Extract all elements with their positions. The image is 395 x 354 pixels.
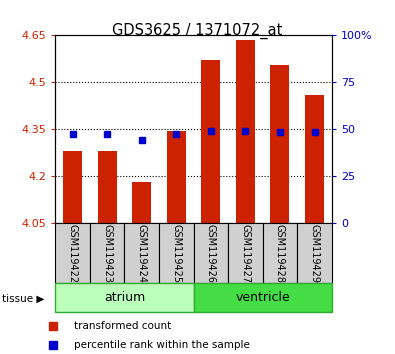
Text: GSM119429: GSM119429 bbox=[310, 224, 320, 282]
Bar bbox=[305, 95, 324, 223]
Text: atrium: atrium bbox=[104, 291, 145, 304]
Bar bbox=[194, 223, 228, 283]
Bar bbox=[159, 223, 194, 283]
Bar bbox=[236, 40, 255, 223]
Bar bbox=[98, 151, 117, 223]
Text: GSM119423: GSM119423 bbox=[102, 224, 112, 282]
Text: GSM119427: GSM119427 bbox=[241, 223, 250, 283]
Text: GDS3625 / 1371072_at: GDS3625 / 1371072_at bbox=[112, 23, 283, 39]
Bar bbox=[55, 223, 90, 283]
Bar bbox=[201, 61, 220, 223]
Text: GSM119422: GSM119422 bbox=[68, 223, 77, 283]
Bar bbox=[63, 151, 82, 223]
Text: transformed count: transformed count bbox=[74, 321, 171, 331]
Text: GSM119428: GSM119428 bbox=[275, 224, 285, 282]
Bar bbox=[271, 65, 290, 223]
Bar bbox=[228, 223, 263, 283]
Bar bbox=[194, 283, 332, 312]
Bar bbox=[90, 223, 124, 283]
Text: ventricle: ventricle bbox=[235, 291, 290, 304]
Text: GSM119424: GSM119424 bbox=[137, 224, 147, 282]
Bar bbox=[124, 223, 159, 283]
Bar bbox=[55, 283, 194, 312]
Text: percentile rank within the sample: percentile rank within the sample bbox=[74, 341, 250, 350]
Bar bbox=[263, 223, 297, 283]
Text: GSM119425: GSM119425 bbox=[171, 223, 181, 283]
Text: GSM119426: GSM119426 bbox=[206, 224, 216, 282]
Bar bbox=[167, 131, 186, 223]
Text: tissue ▶: tissue ▶ bbox=[2, 294, 44, 304]
Bar bbox=[132, 182, 151, 223]
Bar bbox=[297, 223, 332, 283]
